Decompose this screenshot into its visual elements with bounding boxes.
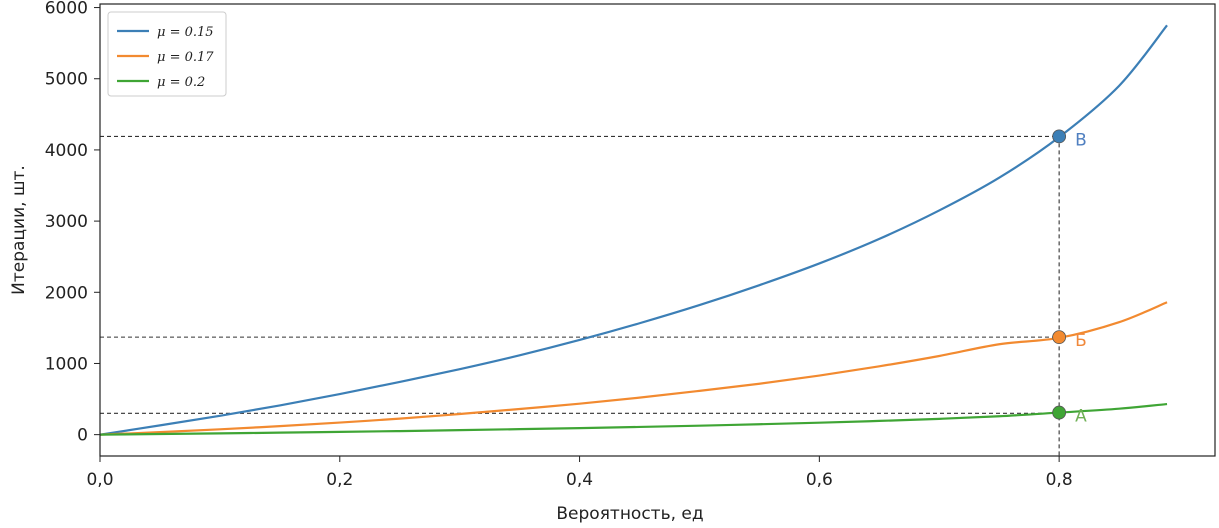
series-line-0 xyxy=(99,24,1168,436)
legend-box xyxy=(107,11,227,97)
marked-points: В Б А xyxy=(1052,129,1087,427)
y-tick-label-0: 0 xyxy=(77,426,88,446)
y-axis: 0 1000 2000 3000 4000 5000 6000 xyxy=(45,0,100,446)
point-marker-2 xyxy=(1052,405,1067,420)
series-line-2 xyxy=(99,402,1168,436)
y-tick-label-4: 4000 xyxy=(45,141,88,161)
x-tick-label-2: 0,4 xyxy=(566,470,593,490)
y-tick-label-2: 2000 xyxy=(45,283,88,303)
y-tick-label-3: 3000 xyxy=(45,212,88,232)
x-tick-label-4: 0,8 xyxy=(1046,470,1073,490)
y-tick-label-6: 6000 xyxy=(45,0,88,19)
reference-lines xyxy=(100,135,1060,456)
legend-label-1: μ = 0.17 xyxy=(157,50,214,65)
legend: μ = 0.15 μ = 0.17 μ = 0.2 xyxy=(107,11,227,97)
x-tick-label-3: 0,6 xyxy=(806,470,833,490)
point-label-0: В xyxy=(1075,130,1087,150)
y-axis-title: Итерации, шт. xyxy=(9,165,29,295)
legend-label-0: μ = 0.15 xyxy=(157,25,214,40)
point-label-2: А xyxy=(1075,407,1087,427)
series-line-1 xyxy=(99,301,1168,436)
series-lines xyxy=(99,24,1168,436)
point-marker-0 xyxy=(1052,129,1067,144)
point-label-1: Б xyxy=(1075,331,1087,351)
plot-background xyxy=(100,4,1215,456)
y-tick-label-5: 5000 xyxy=(45,70,88,90)
legend-label-2: μ = 0.2 xyxy=(157,75,205,90)
y-tick-label-1: 1000 xyxy=(45,354,88,374)
x-tick-label-1: 0,2 xyxy=(326,470,353,490)
plot-frame xyxy=(99,3,1216,457)
x-axis-title: Вероятность, ед xyxy=(556,504,703,524)
point-marker-1 xyxy=(1052,330,1067,345)
x-axis: 0,0 0,2 0,4 0,6 0,8 xyxy=(86,456,1073,490)
x-tick-label-0: 0,0 xyxy=(86,470,113,490)
